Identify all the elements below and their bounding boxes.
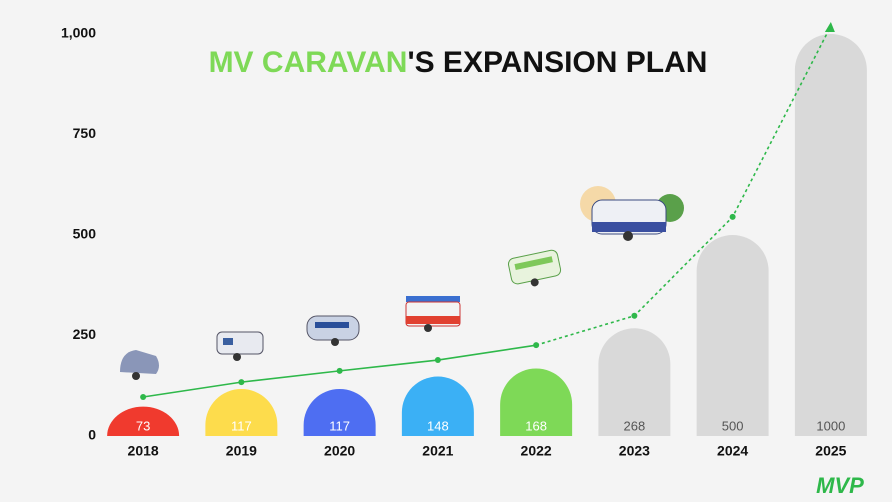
trend-point xyxy=(435,357,441,363)
value-label: 73 xyxy=(136,418,150,433)
x-tick-label: 2025 xyxy=(815,443,846,459)
logo: MVP xyxy=(816,473,864,498)
y-tick-label: 250 xyxy=(73,326,97,342)
y-tick-label: 500 xyxy=(73,226,97,242)
x-tick-label: 2021 xyxy=(422,443,453,459)
trend-point xyxy=(337,368,343,374)
trend-point xyxy=(238,379,244,385)
value-label: 268 xyxy=(624,418,646,433)
bar xyxy=(697,235,769,436)
x-tick-label: 2022 xyxy=(521,443,552,459)
value-label: 117 xyxy=(231,418,252,433)
value-label: 1000 xyxy=(816,418,845,433)
trend-point xyxy=(140,394,146,400)
title-rest: 'S EXPANSION PLAN xyxy=(407,46,707,79)
value-label: 148 xyxy=(427,418,449,433)
x-tick-label: 2020 xyxy=(324,443,355,459)
title-highlight: MV CARAVAN xyxy=(209,46,408,79)
y-tick-label: 1,000 xyxy=(61,25,96,41)
trend-point xyxy=(533,342,539,348)
y-tick-label: 750 xyxy=(73,125,97,141)
x-tick-label: 2023 xyxy=(619,443,650,459)
chart-title: MV CARAVAN'S EXPANSION PLAN xyxy=(209,46,708,79)
y-tick-label: 0 xyxy=(88,427,96,443)
x-tick-label: 2024 xyxy=(717,443,748,459)
value-label: 117 xyxy=(329,418,350,433)
bar xyxy=(795,34,867,436)
trend-point xyxy=(631,313,637,319)
x-tick-label: 2018 xyxy=(128,443,159,459)
value-label: 168 xyxy=(525,418,547,433)
chart: MV CARAVAN'S EXPANSION PLAN MVP 0 250 500 7… xyxy=(0,0,892,502)
x-tick-label: 2019 xyxy=(226,443,257,459)
trend-point xyxy=(730,214,736,220)
value-label: 500 xyxy=(722,418,744,433)
